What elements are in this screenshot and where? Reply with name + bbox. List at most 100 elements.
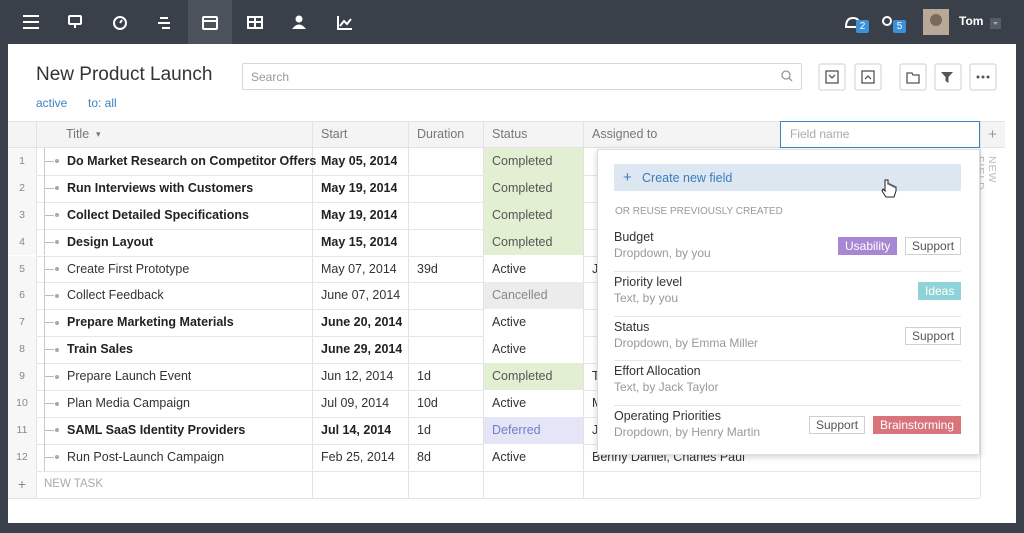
tree-dot [55,347,59,352]
status: Completed [492,180,553,195]
status-cell [484,443,583,471]
mentions-icon[interactable] [882,16,892,26]
folder-button[interactable] [899,63,927,91]
new-task[interactable]: NEW TASK [44,477,103,490]
tree-dot [55,186,59,191]
row-number: 7 [8,309,36,337]
tree-connector [44,187,54,189]
tree-dot [55,213,59,218]
people-icon[interactable] [292,15,306,30]
row-number: 5 [8,255,36,283]
tree-dot [55,293,59,298]
badge-count: 5 [896,21,903,32]
status: Deferred [492,422,541,437]
duration: 10d [417,396,438,410]
list-icon[interactable] [158,17,170,29]
row-number: 11 [8,416,36,444]
status-cell [484,336,583,364]
badge [893,20,906,33]
cursor [881,179,897,198]
field-meta: Dropdown, by Emma Miller [614,335,759,350]
tree-connector [44,309,45,337]
tree-dot [55,374,59,379]
field-name: Budget [614,230,654,244]
tree-connector [44,376,54,378]
add-column[interactable]: + [988,126,997,143]
item-separator [614,360,961,362]
start-date: May 19, 2014 [321,180,398,195]
timer-icon[interactable] [113,16,127,30]
status-cell [484,228,583,256]
field-meta: Text, by Jack Taylor [614,380,719,395]
chart-icon[interactable] [337,16,352,30]
start-date: Jul 14, 2014 [321,422,392,437]
column-header: Assigned to [592,127,658,141]
search-box[interactable] [242,63,802,90]
status: Active [492,315,527,330]
status-cell [484,416,583,444]
duration: 1d [417,422,431,437]
tree-connector [44,295,54,297]
tree-connector [44,228,45,256]
task-title: Create First Prototype [67,261,190,276]
status: Completed [492,369,553,384]
tree-connector [44,349,54,351]
filter-link[interactable]: active [36,96,68,110]
tree-connector [44,322,54,324]
menu-icon[interactable] [23,15,39,29]
column-header: Status [492,127,528,141]
tree-dot [55,428,59,433]
export-button[interactable] [854,63,882,91]
start-date: Jul 09, 2014 [321,396,390,410]
row-number: 1 [8,147,36,175]
task-title: Plan Media Campaign [67,396,190,410]
task-title: Collect Feedback [67,288,164,303]
status: Active [492,396,527,410]
tree-connector [44,429,54,431]
status: Active [492,449,527,464]
import-button[interactable] [818,63,846,91]
status-cell [484,255,583,283]
start-date: May 07, 2014 [321,261,397,276]
tree-dot [55,320,59,325]
calendar-icon[interactable] [202,16,218,30]
tree-connector [44,214,54,216]
task-title: SAML SaaS Identity Providers [67,422,246,437]
duration: 8d [417,449,431,464]
create-field-button[interactable] [614,164,961,191]
status: Completed [492,153,553,168]
assignee: T [592,369,600,384]
start-date: June 29, 2014 [321,342,403,357]
filter-link[interactable]: to: all [88,96,117,110]
user-name[interactable]: Tom [959,14,984,28]
toolbar [781,63,997,91]
tree-connector [44,147,45,175]
tree-connector [44,363,45,390]
field-name-placeholder: Field name [790,127,850,141]
row-number: 6 [8,282,36,310]
status: Completed [492,234,553,249]
tree-connector [44,282,45,310]
start-date: May 19, 2014 [321,207,398,222]
status: Completed [492,207,553,222]
task-title: Do Market Research on Competitor Offers [67,153,317,168]
table-icon[interactable] [247,16,263,29]
assignee: J [592,422,599,437]
row-number: 12 [8,443,36,471]
start-date: June 20, 2014 [321,315,403,330]
field-name-input[interactable] [780,121,980,148]
field-name: Effort Allocation [614,364,701,379]
tree-connector [44,390,45,417]
tag: Ideas [918,281,962,300]
assignee: J [592,261,599,276]
status-cell [484,282,583,310]
comments-icon[interactable] [68,15,82,28]
item-separator [614,270,961,272]
field-meta: Dropdown, by you [614,246,711,260]
tree-connector [44,443,45,471]
tree-dot [55,240,59,245]
row-line [8,470,980,472]
tree-connector [44,241,54,243]
field-meta: Dropdown, by Henry Martin [614,425,761,440]
